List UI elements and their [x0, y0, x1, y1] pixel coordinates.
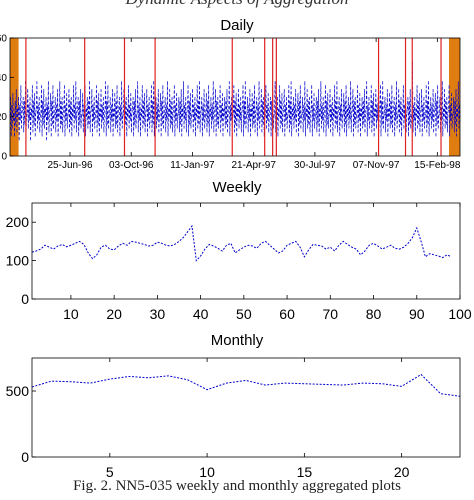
monthly-xtick-label: 10 [199, 464, 215, 480]
weekly-xtick-label: 70 [323, 306, 339, 322]
daily-xtick-label: 30-Jul-97 [294, 160, 336, 171]
weekly-xtick-label: 50 [236, 306, 252, 322]
figure-caption: Fig. 2. NN5-035 weekly and monthly aggre… [73, 478, 401, 494]
monthly-panel: Monthly 0 500 5 10 15 20 [6, 332, 461, 480]
weekly-panel: Weekly 0 100 200 10 20 30 40 50 60 70 80 90 100 [6, 179, 472, 322]
daily-xtick-label: 03-Oct-96 [109, 160, 154, 171]
daily-highlight-band [448, 38, 460, 156]
weekly-xtick-label: 10 [63, 306, 79, 322]
daily-highlight-band [10, 38, 19, 156]
weekly-xtick-label: 20 [106, 306, 122, 322]
monthly-xtick-label: 20 [394, 464, 410, 480]
daily-ytick-label: 60 [0, 34, 7, 45]
monthly-ytick-label: 0 [21, 449, 29, 465]
weekly-xtick-label: 80 [366, 306, 382, 322]
weekly-ytick-label: 200 [6, 214, 30, 230]
weekly-plot-frame [31, 202, 461, 300]
daily-series-line [9, 61, 461, 141]
weekly-ytick-label: 0 [21, 291, 29, 307]
daily-chart-title: Daily [220, 17, 254, 34]
weekly-ytick-label: 100 [6, 253, 30, 269]
daily-plot-frame [9, 37, 461, 157]
monthly-xtick-label: 5 [106, 464, 114, 480]
daily-ytick-label: 40 [0, 73, 7, 84]
daily-xtick-label: 11-Jan-97 [170, 160, 215, 171]
weekly-xtick-label: 40 [193, 306, 209, 322]
daily-panel: Daily 0 20 40 60 25-Jun-96 03-Oct-96 11-Jan-97… [0, 17, 461, 171]
weekly-xtick-label: 30 [150, 306, 166, 322]
weekly-chart-title: Weekly [213, 179, 262, 196]
weekly-xtick-label: 90 [409, 306, 425, 322]
monthly-xtick-label: 15 [297, 464, 313, 480]
weekly-xtick-label: 60 [279, 306, 295, 322]
daily-xtick-label: 21-Apr-97 [231, 160, 276, 171]
daily-ytick-label: 0 [1, 152, 7, 163]
daily-xtick-label: 07-Nov-97 [353, 160, 400, 171]
monthly-chart-title: Monthly [211, 332, 264, 349]
daily-xtick-label: 15-Feb-98 [414, 160, 461, 171]
cut-figure-title: Dynamic Aspects of Aggregation [0, 0, 474, 9]
monthly-ytick-label: 500 [6, 383, 30, 399]
monthly-plot-frame [31, 357, 461, 458]
weekly-series-line [31, 224, 452, 262]
weekly-xtick-label: 100 [448, 306, 472, 322]
daily-ytick-label: 20 [0, 112, 7, 123]
daily-xtick-label: 25-Jun-96 [47, 160, 92, 171]
monthly-series-line [31, 373, 461, 397]
